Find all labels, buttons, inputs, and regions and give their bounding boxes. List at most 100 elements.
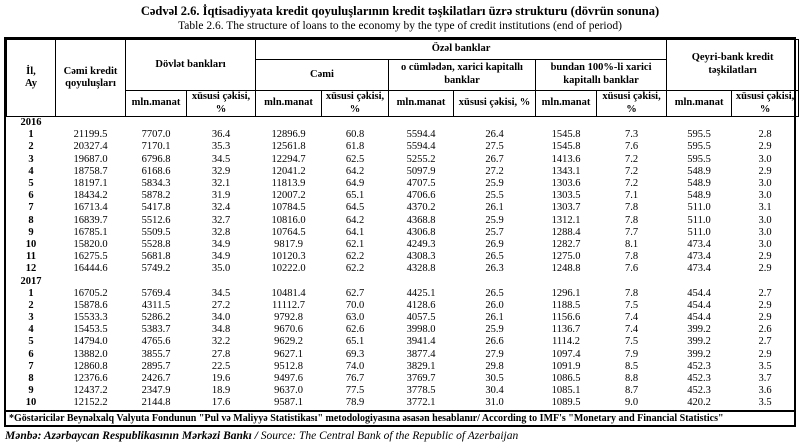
loans-structure-table: İl, Ay Cəmi kredit qoyuluşları Dövlət ba…: [6, 38, 800, 410]
value-cell: 15533.3: [73, 312, 108, 324]
unit-header-share: xüsusi çəkisi, %: [731, 89, 800, 118]
value-cell: 27.5: [485, 141, 504, 153]
value-cell: 1114.2: [551, 336, 581, 348]
value-cell: 29.8: [485, 360, 504, 372]
value-cell: 77.5: [345, 385, 365, 397]
value-cell: 3941.4: [406, 336, 436, 348]
value-cell: 2426.7: [141, 373, 171, 385]
value-cell: 10784.5: [271, 202, 306, 214]
month-cell: 5: [28, 178, 34, 190]
unit-header-share: xüsusi çəkisi, %: [596, 89, 668, 118]
month-cell: 3: [28, 153, 34, 165]
value-cell: 2347.9: [141, 385, 171, 397]
value-cell: 34.9: [211, 251, 231, 263]
value-cell: 3772.1: [406, 397, 436, 409]
data-row: 12 16444.6 5749.2 35.0 10222.0 62.2 4328.8 26.3…: [7, 263, 799, 275]
col-header-year-month: İl, Ay: [6, 38, 56, 118]
value-cell: 34.8: [211, 324, 231, 336]
value-cell: 3.0: [758, 190, 772, 202]
value-cell: 7.2: [624, 178, 639, 190]
value-cell: 26.3: [485, 263, 504, 275]
value-cell: 31.9: [211, 190, 231, 202]
value-cell: 1085.1: [551, 385, 581, 397]
col-header-foreign-capital-banks: o cümlədən, xarici kapitallı banklar: [388, 59, 537, 91]
value-cell: 3.5: [758, 397, 772, 409]
data-row: 5 14794.0 4765.6 32.2 9629.2 65.1 3941.4 26.6 11…: [7, 336, 799, 348]
value-cell: 9512.8: [274, 360, 303, 372]
value-cell: 62.6: [345, 324, 365, 336]
value-cell: 399.2: [687, 348, 711, 360]
data-row: 2 15878.6 4311.5 27.2 11112.7 70.0 4128.6 26.0 1…: [7, 300, 799, 312]
value-cell: 62.5: [345, 153, 365, 165]
value-cell: 26.5: [485, 251, 504, 263]
col-header-total-loans: Cəmi kredit qoyuluşları: [55, 38, 126, 118]
value-cell: 7.9: [624, 348, 639, 360]
data-row: 10 15820.0 5528.8 34.9 9817.9 62.1 4249.3 26.9 1…: [7, 239, 799, 251]
value-cell: 32.7: [211, 214, 231, 226]
value-cell: 4306.8: [406, 226, 436, 238]
value-cell: 9637.0: [274, 385, 303, 397]
value-cell: 30.4: [485, 385, 504, 397]
value-cell: 8.7: [624, 385, 639, 397]
value-cell: 3829.1: [406, 360, 436, 372]
value-cell: 5528.8: [141, 238, 171, 250]
value-cell: 4707.5: [406, 178, 436, 190]
value-cell: 27.2: [485, 165, 504, 177]
value-cell: 26.1: [485, 312, 504, 324]
value-cell: 78.9: [345, 397, 365, 409]
data-row: 3 15533.3 5286.2 34.0 9792.8 63.0 4057.5 26.1 11…: [7, 312, 799, 324]
value-cell: 25.9: [485, 214, 504, 226]
title-block: Cədvəl 2.6. İqtisadiyyata kredit qoyuluş…: [0, 0, 800, 33]
value-cell: 2.9: [758, 141, 772, 153]
unit-header-mln: mln.manat: [255, 89, 323, 118]
value-cell: 7.8: [624, 287, 639, 299]
value-cell: 3.1: [758, 202, 772, 214]
value-cell: 3769.7: [406, 373, 436, 385]
value-cell: 26.5: [485, 287, 504, 299]
value-cell: 595.5: [687, 129, 711, 141]
value-cell: 4368.8: [406, 214, 436, 226]
value-cell: 452.3: [687, 360, 711, 372]
value-cell: 1275.0: [551, 251, 581, 263]
value-cell: 69.3: [345, 348, 365, 360]
value-cell: 7.8: [624, 202, 639, 214]
value-cell: 548.9: [687, 165, 711, 177]
value-cell: 511.0: [687, 202, 711, 214]
data-row: 8 12376.6 2426.7 19.6 9497.6 76.7 3769.7 30.5 10…: [7, 373, 799, 385]
value-cell: 16839.7: [73, 214, 108, 226]
value-cell: 8.8: [624, 373, 639, 385]
value-cell: 1089.5: [551, 397, 581, 409]
month-cell: 4: [28, 324, 34, 336]
value-cell: 7.6: [624, 141, 639, 153]
value-cell: 7170.1: [141, 141, 171, 153]
value-cell: 2.7: [758, 336, 772, 348]
value-cell: 34.9: [211, 238, 231, 250]
data-row: 4 18758.7 6168.6 32.9 12041.2 64.2 5097.9 27.2 1…: [7, 166, 799, 178]
unit-header-mln: mln.manat: [125, 89, 187, 118]
value-cell: 454.4: [687, 312, 711, 324]
value-cell: 64.2: [345, 214, 365, 226]
value-cell: 61.8: [345, 141, 365, 153]
data-row: 1 21199.5 7707.0 36.4 12896.9 60.8 5594.4 26.4 1…: [7, 129, 799, 141]
value-cell: 3.6: [758, 385, 772, 397]
value-cell: 7.8: [624, 214, 639, 226]
value-cell: 7707.0: [141, 129, 171, 141]
value-cell: 18197.1: [73, 178, 108, 190]
value-cell: 1545.8: [551, 129, 581, 141]
value-cell: 12860.8: [73, 360, 108, 372]
value-cell: 6168.6: [141, 165, 171, 177]
footnote: *Göstəricilər Beynəlxalq Valyuta Fondunu…: [6, 409, 794, 425]
value-cell: 2895.7: [141, 360, 171, 372]
value-cell: 15878.6: [73, 299, 108, 311]
value-cell: 32.8: [211, 226, 231, 238]
data-row: 10 12152.2 2144.8 17.6 9587.1 78.9 3772.1 31.0 1…: [7, 397, 799, 409]
month-cell: 7: [28, 202, 34, 214]
value-cell: 473.4: [687, 251, 711, 263]
value-cell: 1097.4: [551, 348, 581, 360]
value-cell: 1288.4: [551, 226, 581, 238]
value-cell: 7.4: [624, 324, 639, 336]
value-cell: 65.1: [345, 336, 365, 348]
value-cell: 5594.4: [406, 129, 436, 141]
month-cell: 3: [28, 312, 34, 324]
